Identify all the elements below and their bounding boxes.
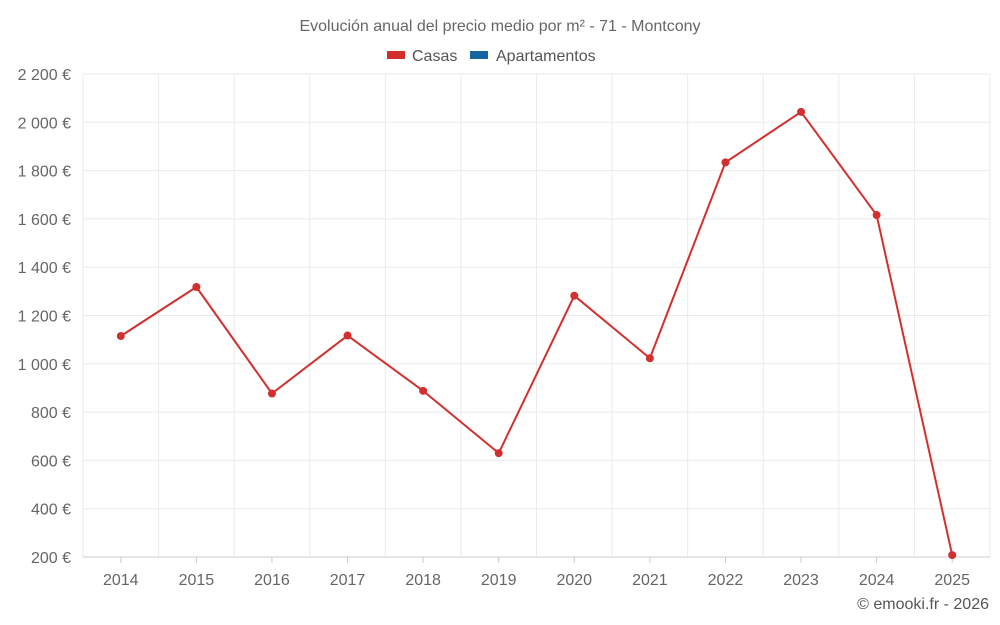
data-point-casas [721, 158, 730, 167]
x-tick-label: 2021 [632, 572, 668, 589]
x-axis: 2014 2015 2016 2017 2018 2019 2020 2021 2022 2023… [83, 556, 990, 589]
data-point-casas [192, 283, 201, 292]
y-tick-label: 600 € [31, 453, 71, 470]
y-tick-label: 400 € [31, 502, 71, 519]
series-line-casas [120, 110, 954, 556]
y-tick-label: 1 600 € [18, 212, 71, 229]
y-tick-label: 800 € [31, 405, 71, 422]
x-tick-label: 2020 [556, 572, 592, 589]
y-axis: 200 € 400 € 600 € 800 € 1 000 € 1 200 € 1 400 … [18, 67, 71, 567]
data-point-casas [797, 107, 806, 116]
data-point-casas [645, 354, 654, 363]
data-point-casas [267, 389, 276, 398]
y-tick-label: 1 800 € [18, 164, 71, 181]
x-tick-label: 2018 [405, 572, 441, 589]
data-point-casas [419, 386, 428, 395]
y-tick-label: 2 000 € [18, 115, 71, 132]
data-point-casas [872, 211, 881, 220]
x-tick-label: 2016 [254, 572, 290, 589]
data-point-casas [494, 449, 503, 458]
x-tick-label: 2024 [859, 572, 895, 589]
legend-item-apartamentos[interactable]: Apartamentos [470, 48, 596, 65]
data-point-casas [116, 332, 125, 341]
x-tick-label: 2019 [481, 572, 517, 589]
credit-text: © emooki.fr - 2026 [857, 596, 989, 613]
y-tick-label: 1 200 € [18, 309, 71, 326]
chart-title: Evolución anual del precio medio por m² … [299, 18, 700, 35]
x-tick-label: 2025 [934, 572, 970, 589]
y-tick-label: 1 400 € [18, 260, 71, 277]
data-point-casas [343, 331, 352, 340]
legend-label-apartamentos: Apartamentos [496, 48, 596, 65]
y-tick-label: 1 000 € [18, 357, 71, 374]
data-point-casas [570, 291, 579, 300]
grid [82, 73, 991, 557]
x-tick-label: 2022 [708, 572, 744, 589]
y-tick-label: 2 200 € [18, 67, 71, 84]
data-point-casas [948, 551, 957, 560]
x-tick-label: 2015 [179, 572, 215, 589]
x-tick-label: 2014 [103, 572, 139, 589]
y-tick-label: 200 € [31, 550, 71, 567]
legend-swatch-casas [387, 51, 405, 59]
legend: Casas Apartamentos [387, 48, 596, 65]
x-tick-label: 2023 [783, 572, 819, 589]
series-casas [116, 107, 957, 560]
legend-swatch-apartamentos [470, 51, 488, 59]
legend-item-casas[interactable]: Casas [387, 48, 457, 65]
x-tick-label: 2017 [330, 572, 366, 589]
legend-label-casas: Casas [412, 48, 457, 65]
